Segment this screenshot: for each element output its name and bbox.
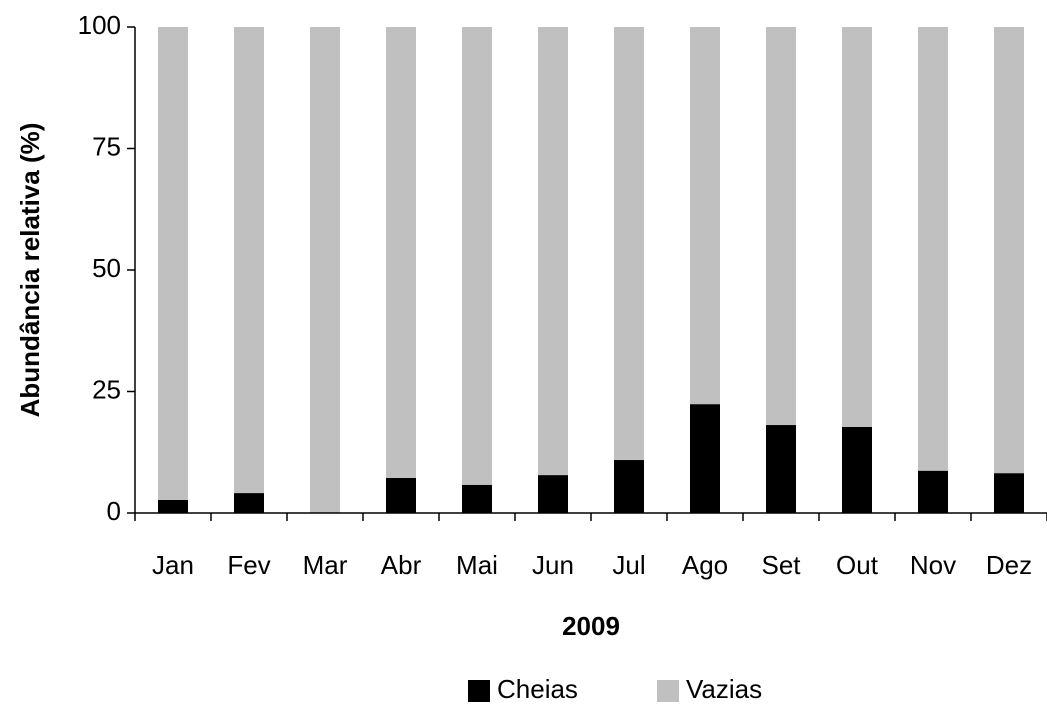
bar — [690, 27, 720, 405]
x-tick-label: Ago — [682, 550, 728, 580]
x-tick-label: Jan — [152, 550, 194, 580]
bar — [842, 27, 872, 427]
y-tick-label: 50 — [92, 253, 121, 283]
y-tick-label: 75 — [92, 131, 121, 161]
y-axis-label: Abundância relativa (%) — [15, 123, 45, 418]
bar — [994, 473, 1024, 513]
bar — [462, 484, 492, 513]
bar — [842, 426, 872, 513]
x-tick-label: Nov — [910, 550, 956, 580]
bar — [310, 27, 340, 513]
bar — [918, 470, 948, 513]
bar — [386, 478, 416, 513]
x-tick-label: Jun — [532, 550, 574, 580]
bar — [994, 27, 1024, 474]
y-tick-label: 25 — [92, 374, 121, 404]
bar — [234, 493, 264, 513]
legend-label: Vazias — [686, 674, 762, 704]
bar — [614, 460, 644, 513]
y-tick-label: 0 — [107, 496, 121, 526]
bar — [538, 475, 568, 513]
legend-swatch — [468, 680, 490, 702]
bar — [766, 425, 796, 513]
bar — [158, 499, 188, 513]
legend-swatch — [657, 680, 679, 702]
x-tick-label: Out — [836, 550, 879, 580]
x-tick-label: Fev — [227, 550, 270, 580]
bar — [234, 27, 264, 494]
x-tick-label: Jul — [612, 550, 645, 580]
bar — [158, 27, 188, 500]
bar — [918, 27, 948, 471]
bar — [538, 27, 568, 476]
x-tick-label: Mar — [303, 550, 348, 580]
x-tick-label: Abr — [381, 550, 422, 580]
y-tick-label: 100 — [78, 10, 121, 40]
bar — [614, 27, 644, 461]
bar — [766, 27, 796, 426]
bar — [690, 404, 720, 513]
legend-label: Cheias — [497, 674, 578, 704]
x-tick-label: Dez — [986, 550, 1032, 580]
bar — [386, 27, 416, 479]
x-axis-label: 2009 — [562, 611, 620, 641]
x-tick-label: Mai — [456, 550, 498, 580]
bar — [462, 27, 492, 485]
x-tick-label: Set — [761, 550, 801, 580]
